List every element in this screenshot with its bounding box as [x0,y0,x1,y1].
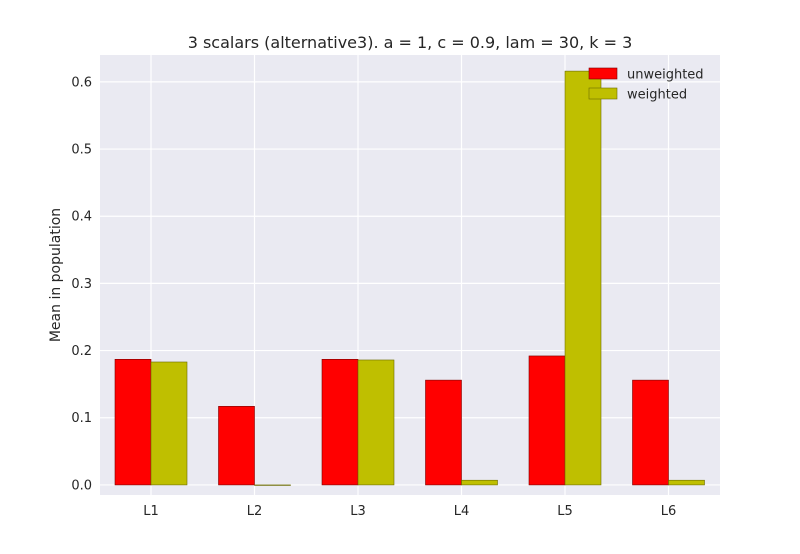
bar-weighted-l4 [461,479,498,486]
y-tick-label: 0.4 [71,210,92,225]
bar-weighted-l1 [150,361,188,486]
bar-unweighted-l2 [218,406,255,486]
bar-unweighted-l3 [321,359,359,486]
y-tick-label: 0.6 [71,75,92,90]
legend-swatch-unweighted [588,67,618,80]
bar-weighted-l5 [564,70,602,486]
plot-background [100,55,720,495]
legend-label-weighted: weighted [627,88,687,103]
bar-weighted-l3 [357,359,395,486]
chart-title: 3 scalars (alternative3). a = 1, c = 0.9… [188,33,633,52]
y-tick-label: 0.2 [71,344,92,359]
y-axis-label: Mean in population [48,208,64,342]
y-tick-label: 0.1 [71,411,92,426]
legend-label-unweighted: unweighted [627,68,704,83]
legend-swatch-weighted [588,87,618,100]
x-tick-label: L3 [350,504,366,519]
x-tick-label: L4 [454,504,470,519]
bar-unweighted-l4 [425,379,462,486]
x-tick-label: L6 [661,504,677,519]
x-tick-label: L5 [557,504,573,519]
y-axis-ticks: 0.0 0.1 0.2 0.3 0.4 0.5 0.6 [71,75,92,493]
bar-weighted-l6 [668,479,705,486]
legend: unweighted weighted [588,67,704,103]
y-tick-label: 0.3 [71,277,92,292]
y-tick-label: 0.5 [71,143,92,158]
bars [114,70,705,486]
bar-weighted-l2 [254,484,291,486]
x-tick-label: L1 [143,504,159,519]
x-axis-ticks: L1 L2 L3 L4 L5 L6 [143,504,676,519]
y-tick-label: 0.0 [71,478,92,493]
x-tick-label: L2 [247,504,263,519]
bar-unweighted-l5 [528,355,566,486]
bar-unweighted-l6 [632,379,669,486]
bar-unweighted-l1 [114,359,152,486]
